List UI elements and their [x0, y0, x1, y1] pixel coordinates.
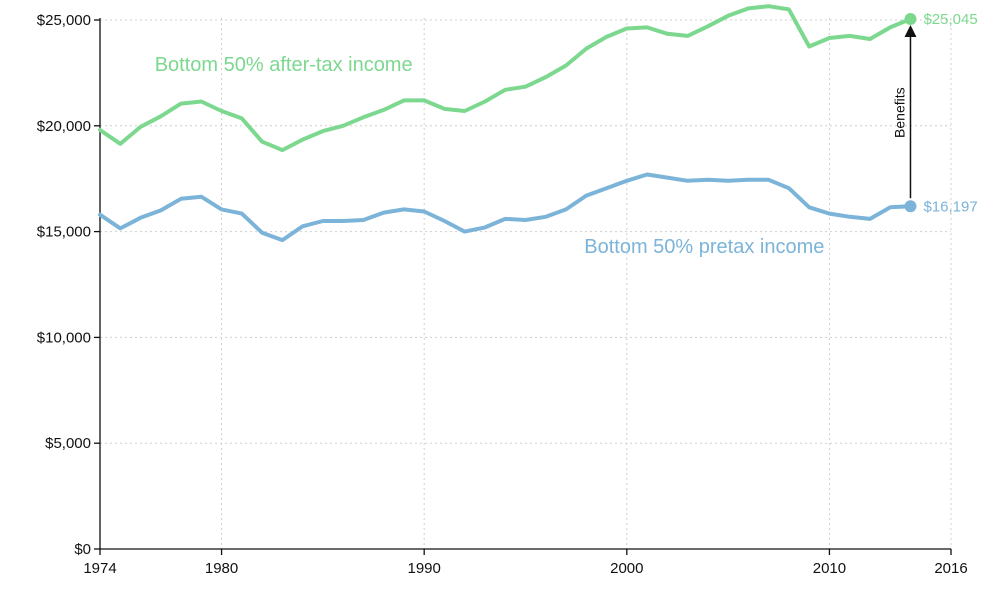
after-tax-end-value: $25,045	[923, 11, 977, 28]
y-tick-label: $25,000	[37, 12, 91, 29]
x-tick-label: 1974	[83, 560, 116, 577]
x-tick-label: 2010	[813, 560, 846, 577]
y-tick-label: $5,000	[45, 435, 91, 452]
axes	[99, 18, 951, 550]
axis-ticks: $0 $5,000 $10,000 $15,000 $20,000 $25,000 1974…	[37, 12, 968, 577]
y-tick-label: $20,000	[37, 118, 91, 135]
series-end-point	[904, 13, 917, 26]
benefits-annotation: Benefits	[891, 25, 917, 199]
after-tax-series-label: Bottom 50% after-tax income	[155, 54, 413, 76]
y-tick-label: $0	[74, 541, 91, 558]
pretax-end-value: $16,197	[923, 198, 977, 215]
pretax-series-label: Bottom 50% pretax income	[584, 236, 824, 258]
x-tick-label: 2000	[610, 560, 643, 577]
x-tick-label: 1990	[408, 560, 441, 577]
x-tick-label: 2016	[934, 560, 967, 577]
x-tick-label: 1980	[205, 560, 238, 577]
series-lines	[98, 4, 917, 243]
series-labels: Bottom 50% after-tax income Bottom 50% p…	[155, 11, 978, 258]
benefits-label: Benefits	[891, 87, 907, 138]
gridlines	[100, 18, 952, 549]
y-tick-label: $15,000	[37, 224, 91, 241]
y-tick-label: $10,000	[37, 329, 91, 346]
series-end-point	[904, 200, 917, 213]
